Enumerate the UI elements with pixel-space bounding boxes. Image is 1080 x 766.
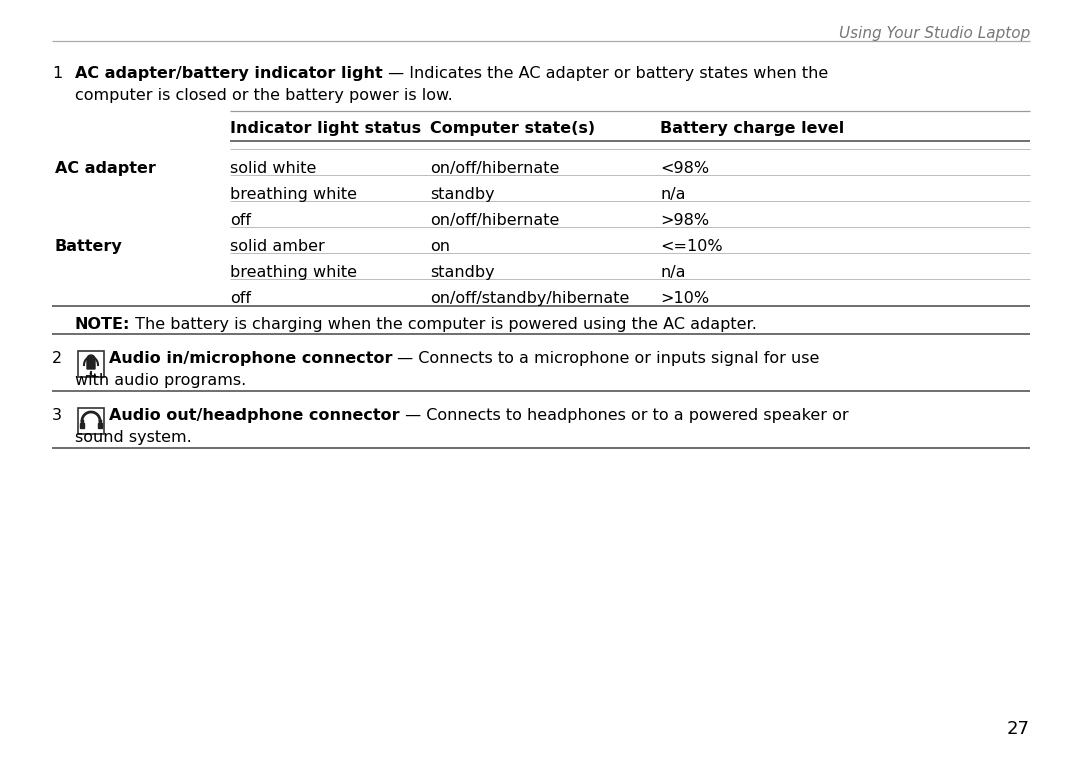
Text: computer is closed or the battery power is low.: computer is closed or the battery power … [75,88,453,103]
Text: with audio programs.: with audio programs. [75,373,246,388]
Text: <98%: <98% [660,161,710,176]
Text: 1: 1 [52,66,63,81]
Text: Indicator light status: Indicator light status [230,121,421,136]
Text: on/off/standby/hibernate: on/off/standby/hibernate [430,291,630,306]
Text: 2: 2 [52,351,63,366]
Text: <=10%: <=10% [660,239,723,254]
Text: off: off [230,213,251,228]
Text: n/a: n/a [660,187,686,202]
Text: Using Your Studio Laptop: Using Your Studio Laptop [839,26,1030,41]
Text: Computer state(s): Computer state(s) [430,121,595,136]
Text: on/off/hibernate: on/off/hibernate [430,161,559,176]
Text: solid amber: solid amber [230,239,325,254]
Text: 3: 3 [52,408,62,423]
Text: >10%: >10% [660,291,710,306]
Text: NOTE:: NOTE: [75,317,131,332]
Text: AC adapter: AC adapter [55,161,156,176]
Text: The battery is charging when the computer is powered using the AC adapter.: The battery is charging when the compute… [131,317,757,332]
Text: 27: 27 [1007,720,1030,738]
Text: breathing white: breathing white [230,265,357,280]
Polygon shape [80,423,84,428]
Text: — Connects to a microphone or inputs signal for use: — Connects to a microphone or inputs sig… [392,351,820,366]
Text: Audio in/microphone connector: Audio in/microphone connector [109,351,392,366]
Text: AC adapter/battery indicator light: AC adapter/battery indicator light [75,66,382,81]
Polygon shape [87,355,95,369]
Text: standby: standby [430,265,495,280]
Text: sound system.: sound system. [75,430,192,445]
Text: on: on [430,239,450,254]
FancyBboxPatch shape [78,408,104,434]
Text: Battery: Battery [55,239,123,254]
Text: >98%: >98% [660,213,710,228]
Text: standby: standby [430,187,495,202]
FancyBboxPatch shape [78,351,104,377]
Text: breathing white: breathing white [230,187,357,202]
Text: off: off [230,291,251,306]
Polygon shape [98,423,102,428]
Text: solid white: solid white [230,161,316,176]
Text: — Connects to headphones or to a powered speaker or: — Connects to headphones or to a powered… [400,408,848,423]
Text: — Indicates the AC adapter or battery states when the: — Indicates the AC adapter or battery st… [382,66,828,81]
Text: n/a: n/a [660,265,686,280]
Text: Battery charge level: Battery charge level [660,121,845,136]
Text: Audio out/headphone connector: Audio out/headphone connector [109,408,400,423]
Text: on/off/hibernate: on/off/hibernate [430,213,559,228]
